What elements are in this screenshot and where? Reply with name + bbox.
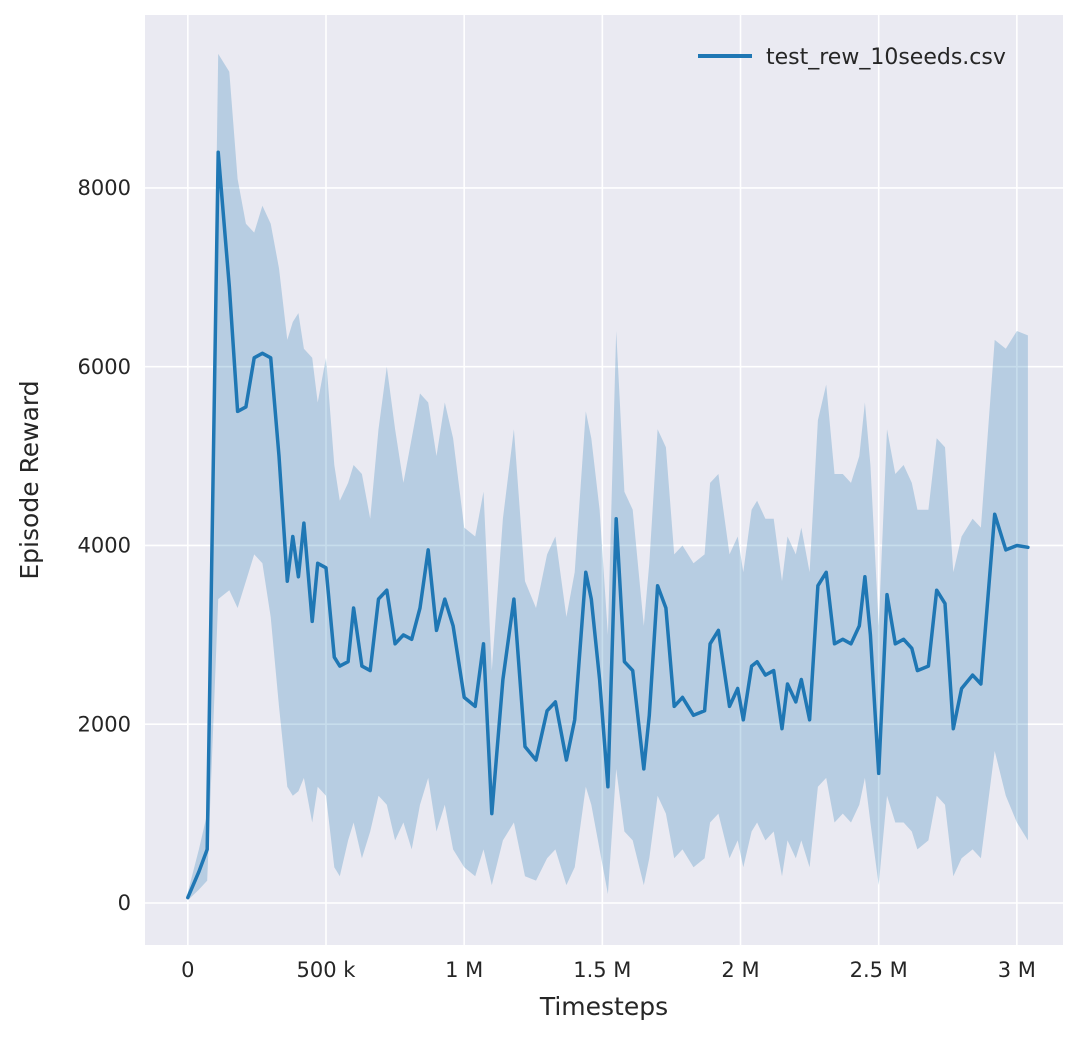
x-tick-label: 500 k: [297, 958, 357, 982]
y-tick-label: 8000: [78, 176, 131, 200]
y-tick-label: 2000: [78, 712, 131, 736]
mean-reward-line: [186, 150, 1030, 900]
y-tick-label: 0: [118, 891, 131, 915]
confidence-band: [187, 53, 1028, 901]
legend-label: test_rew_10seeds.csv: [766, 45, 1006, 70]
legend: test_rew_10seeds.csv: [698, 45, 1006, 70]
x-tick-label: 1 M: [445, 958, 483, 982]
x-tick-label: 1.5 M: [573, 958, 631, 982]
mean-reward-path: [186, 150, 1030, 900]
x-tick-label: 2 M: [721, 958, 759, 982]
x-axis-label: Timesteps: [539, 992, 668, 1021]
gridlines: [145, 15, 1063, 945]
confidence-band-area: [187, 53, 1028, 901]
y-tick-label: 4000: [78, 534, 131, 558]
y-axis-label: Episode Reward: [15, 380, 44, 579]
x-tick-label: 3 M: [998, 958, 1036, 982]
plot-area-background: [145, 15, 1063, 945]
x-tick-labels: 0 500 k 1 M 1.5 M 2 M 2.5 M 3 M: [181, 958, 1036, 982]
x-tick-label: 2.5 M: [850, 958, 908, 982]
y-tick-labels: 0 2000 4000 6000 8000: [78, 176, 131, 915]
x-tick-label: 0: [181, 958, 194, 982]
y-tick-label: 6000: [78, 355, 131, 379]
